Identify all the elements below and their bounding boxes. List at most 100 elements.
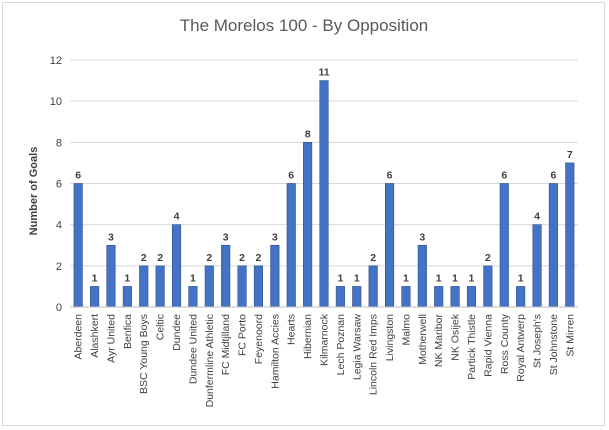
x-tick-label: FC Porto xyxy=(237,314,249,356)
bar xyxy=(253,265,264,308)
bar xyxy=(204,265,214,308)
bar xyxy=(483,265,493,308)
bar xyxy=(319,80,329,308)
y-tick-label: 0 xyxy=(56,302,62,314)
bar xyxy=(155,265,165,308)
data-label: 8 xyxy=(305,128,311,140)
data-label: 2 xyxy=(485,252,491,264)
data-label: 1 xyxy=(436,272,442,284)
x-tick-label: St Mirren xyxy=(564,314,576,357)
bar xyxy=(303,142,313,308)
x-tick-label: NK Osijek xyxy=(450,313,462,360)
chart-title: The Morelos 100 - By Opposition xyxy=(180,16,429,35)
x-tick-label: Ross County xyxy=(499,313,511,374)
x-tick-label: Benfica xyxy=(122,314,134,349)
y-tick-label: 12 xyxy=(50,55,62,67)
data-label: 1 xyxy=(452,272,458,284)
bar xyxy=(466,286,477,308)
bar xyxy=(106,244,116,308)
bar xyxy=(237,265,247,308)
bar xyxy=(139,265,149,308)
y-tick-labels: 0 2 4 6 8 10 12 xyxy=(50,55,62,314)
data-label: 1 xyxy=(518,272,524,284)
y-tick-label: 10 xyxy=(50,96,62,108)
x-tick-label: Rapid Vienna xyxy=(482,314,494,377)
x-tick-label: FC Midtjlland xyxy=(220,314,232,375)
bar xyxy=(565,162,575,308)
x-tick-label: Livingston xyxy=(384,314,396,361)
data-label: 1 xyxy=(92,272,98,284)
x-tick-label: Hearts xyxy=(286,314,298,345)
x-tick-label: BSC Young Boys xyxy=(138,314,150,394)
data-label: 3 xyxy=(419,231,425,243)
x-tick-label: Dundee xyxy=(171,314,183,351)
x-tick-label: Legia Warsaw xyxy=(351,314,363,381)
x-tick-label: St Johnstone xyxy=(548,314,560,375)
bar xyxy=(417,244,427,308)
data-label: 2 xyxy=(206,252,212,264)
data-label: 1 xyxy=(190,272,196,284)
bar xyxy=(368,265,378,308)
bar xyxy=(401,286,411,308)
x-tick-label: Feyenoord xyxy=(253,314,265,364)
bar xyxy=(335,286,345,308)
x-tick-label: Motherwell xyxy=(417,314,429,365)
data-label: 1 xyxy=(337,272,343,284)
x-tick-label: Hamilton Accies xyxy=(269,314,281,389)
x-tick-label: Hibernian xyxy=(302,314,314,359)
y-axis-label: Number of Goals xyxy=(28,147,40,236)
bar xyxy=(548,183,558,308)
bar xyxy=(434,286,444,308)
y-tick-label: 2 xyxy=(56,261,62,273)
bar xyxy=(532,224,542,308)
bar xyxy=(450,286,460,308)
data-label: 4 xyxy=(534,211,540,223)
x-tick-label: Royal Antwerp xyxy=(515,314,527,382)
data-label: 6 xyxy=(75,170,81,182)
data-label: 6 xyxy=(288,170,294,182)
x-tick-label: Lech Poznan xyxy=(335,314,347,375)
data-label: 2 xyxy=(141,252,147,264)
bar xyxy=(188,286,198,308)
bar xyxy=(516,286,526,308)
data-label: 1 xyxy=(469,272,475,284)
data-label: 1 xyxy=(354,272,360,284)
x-tick-label: Malmo xyxy=(400,314,412,346)
data-label: 1 xyxy=(403,272,409,284)
bar xyxy=(499,183,509,308)
bar xyxy=(384,183,395,308)
data-label: 2 xyxy=(239,252,245,264)
x-tick-label: Aberdeen xyxy=(73,314,85,360)
data-label: 2 xyxy=(256,252,262,264)
data-label: 3 xyxy=(223,231,229,243)
data-label: 6 xyxy=(387,170,393,182)
chart-frame: The Morelos 100 - By Opposition Number o… xyxy=(2,2,605,426)
bar xyxy=(270,244,280,308)
x-tick-label: St Joseph's xyxy=(532,314,544,368)
x-tick-labels: Aberdeen Alashkert Ayr United Benfica BSC Yo… xyxy=(73,313,577,407)
data-label: 11 xyxy=(318,67,329,79)
x-tick-label: Dunfermline Athletic xyxy=(204,314,216,407)
x-tick-label: Dundee United xyxy=(187,314,199,384)
data-label: 2 xyxy=(370,252,376,264)
bar xyxy=(286,183,296,308)
x-tick-label: NK Maribor xyxy=(433,314,445,368)
bar xyxy=(221,244,231,308)
bar xyxy=(352,286,362,308)
y-tick-label: 4 xyxy=(56,220,62,232)
bar xyxy=(171,224,182,308)
x-tick-label: Kilmarnock xyxy=(319,313,331,366)
x-tick-label: Alashkert xyxy=(89,314,101,358)
bar xyxy=(90,286,100,308)
x-tick-label: Celtic xyxy=(155,314,167,340)
y-tick-label: 8 xyxy=(56,137,62,149)
y-tick-label: 6 xyxy=(56,179,62,191)
data-label: 1 xyxy=(124,272,130,284)
data-label: 6 xyxy=(501,170,507,182)
data-label: 6 xyxy=(550,170,556,182)
data-label: 4 xyxy=(174,211,180,223)
bar xyxy=(122,286,132,308)
data-label: 7 xyxy=(567,149,573,161)
bar xyxy=(73,183,83,308)
